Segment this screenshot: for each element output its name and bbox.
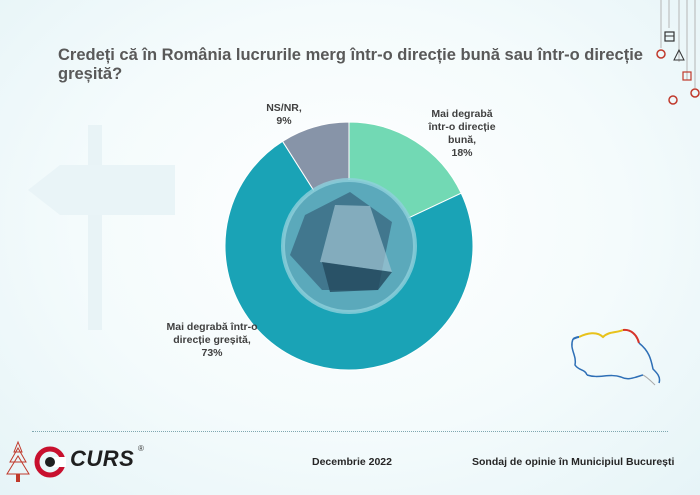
data-label-good-value: 18% bbox=[451, 147, 473, 159]
data-label-ns-line: NS/NR, bbox=[266, 102, 302, 114]
data-label-bad-value: 73% bbox=[201, 347, 223, 359]
data-label-good-line: bună, bbox=[448, 134, 476, 146]
center-ring bbox=[281, 178, 417, 314]
center-photo-shadow bbox=[322, 262, 392, 292]
data-label-good-line: Mai degrabă bbox=[431, 108, 493, 120]
data-label-ns-value: 9% bbox=[276, 115, 292, 127]
romania-map-outline bbox=[571, 328, 661, 386]
registered-mark: ® bbox=[138, 444, 144, 453]
footer-divider bbox=[32, 431, 668, 432]
footer-source: Sondaj de opinie în Municipiul București bbox=[472, 456, 675, 468]
data-label-good-line: într-o direcție bbox=[428, 121, 496, 133]
data-label-bad-line: Mai degrabă într-o bbox=[166, 321, 258, 333]
signpost-watermark bbox=[28, 125, 175, 330]
christmas-ornaments bbox=[656, 0, 700, 105]
center-photo-facet bbox=[320, 205, 392, 272]
chart-title: Credeți că în România lucrurile merg înt… bbox=[58, 46, 643, 83]
data-label-good: Mai degrabă într-o direcție bună, 18% bbox=[420, 108, 504, 160]
curs-logo-text: CURS bbox=[70, 446, 135, 471]
curs-logo-mark bbox=[6, 440, 66, 482]
data-label-ns: NS/NR, 9% bbox=[254, 102, 314, 128]
data-label-bad: Mai degrabă într-o direcție greșită, 73% bbox=[150, 321, 274, 360]
data-label-bad-line: direcție greșită, bbox=[173, 334, 251, 346]
footer-date: Decembrie 2022 bbox=[312, 456, 392, 468]
